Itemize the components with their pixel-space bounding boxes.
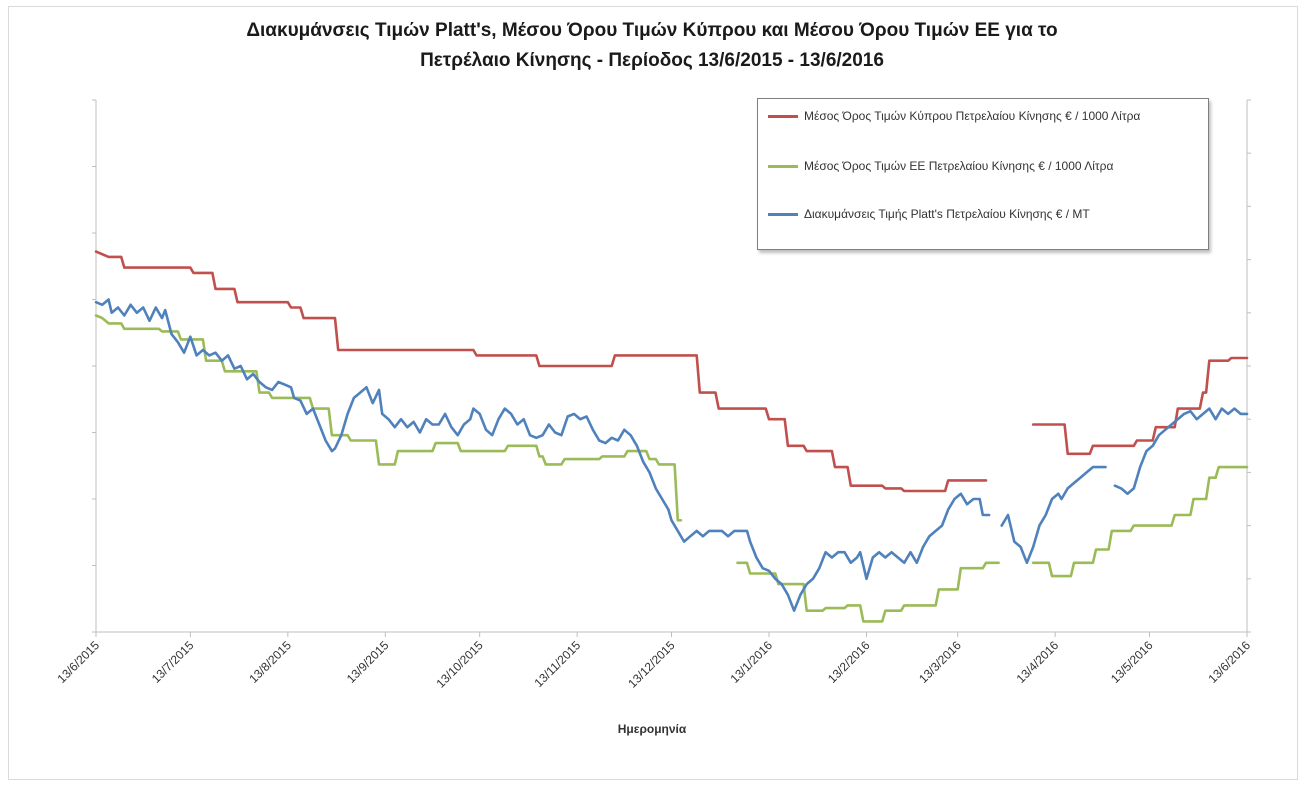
- legend-swatch-cyprus: [768, 115, 798, 118]
- series-line-platts-segment-2: [1000, 465, 1107, 565]
- series-line-platts-segment-1: [94, 298, 991, 612]
- legend-label-cyprus: Μέσος Όρος Τιμών Κύπρου Πετρελαίου Κίνησ…: [804, 109, 1141, 123]
- x-axis-label: Ημερομηνία: [617, 722, 687, 736]
- series-line-eu-segment-1: [94, 314, 683, 522]
- x-tick-label: 13/11/2015: [532, 638, 584, 690]
- x-tick-label: 13/12/2015: [625, 638, 678, 691]
- x-tick-label: 13/2/2016: [825, 638, 873, 686]
- series-line-cyprus-segment-1: [94, 250, 988, 493]
- chart-legend: Μέσος Όρος Τιμών Κύπρου Πετρελαίου Κίνησ…: [757, 98, 1209, 250]
- legend-item-eu: Μέσος Όρος Τιμών ΕΕ Πετρελαίου Κίνησης €…: [768, 157, 1194, 175]
- chart-title-line-1: Διακυμάνσεις Τιμών Platt's, Μέσου Όρου Τ…: [246, 20, 1058, 41]
- x-tick-label: 13/3/2016: [916, 638, 964, 686]
- x-tick-label: 13/4/2016: [1014, 638, 1062, 686]
- chart-title-line-2: Πετρέλαιο Κίνησης - Περίοδος 13/6/2015 -…: [420, 50, 884, 71]
- legend-label-platts: Διακυμάνσεις Τιμής Platt's Πετρελαίου Κί…: [804, 207, 1090, 221]
- legend-label-eu: Μέσος Όρος Τιμών ΕΕ Πετρελαίου Κίνησης €…: [804, 159, 1114, 173]
- series-line-eu-segment-3: [1031, 465, 1249, 578]
- series-line-platts-segment-3: [1113, 407, 1249, 495]
- x-tick-label: 13/6/2016: [1205, 638, 1253, 686]
- legend-swatch-eu: [768, 165, 798, 168]
- x-tick-label: 13/9/2015: [344, 638, 392, 686]
- chart-title: Διακυμάνσεις Τιμών Platt's, Μέσου Όρου Τ…: [0, 16, 1304, 76]
- legend-item-cyprus: Μέσος Όρος Τιμών Κύπρου Πετρελαίου Κίνησ…: [768, 107, 1194, 125]
- x-tick-label: 13/5/2016: [1108, 638, 1156, 686]
- legend-swatch-platts: [768, 213, 798, 216]
- x-tick-label: 13/10/2015: [433, 638, 486, 691]
- x-tick-label: 13/7/2015: [149, 638, 197, 686]
- legend-item-platts: Διακυμάνσεις Τιμής Platt's Πετρελαίου Κί…: [768, 205, 1194, 223]
- x-tick-label: 13/6/2015: [54, 638, 102, 686]
- x-tick-label: 13/1/2016: [727, 638, 775, 686]
- series-line-cyprus-segment-2: [1031, 356, 1249, 456]
- x-tick-label: 13/8/2015: [246, 638, 294, 686]
